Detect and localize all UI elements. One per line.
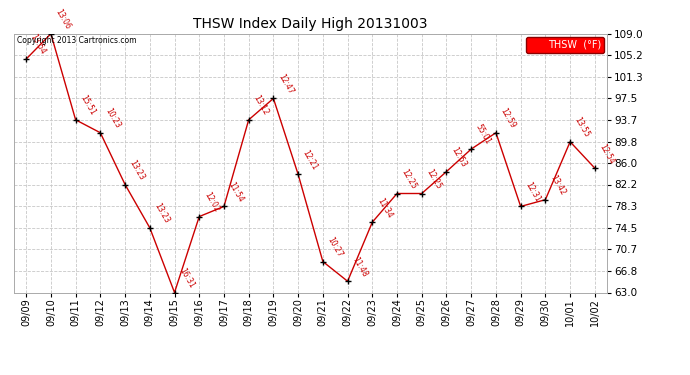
Text: 12:21: 12:21 [301,148,319,172]
Text: 15:51: 15:51 [79,94,97,117]
Legend: THSW  (°F): THSW (°F) [526,37,604,52]
Text: 11:54: 11:54 [227,180,246,204]
Text: 12:02: 12:02 [202,190,221,214]
Text: 12:54: 12:54 [598,142,616,165]
Text: 12:47: 12:47 [276,72,295,96]
Text: 12:53: 12:53 [449,146,468,169]
Text: 13:54: 13:54 [29,33,48,56]
Text: Copyright 2013 Cartronics.com: Copyright 2013 Cartronics.com [17,36,136,45]
Text: 11:48: 11:48 [351,255,369,279]
Text: 13:23: 13:23 [152,202,171,225]
Text: 16:31: 16:31 [177,266,196,290]
Text: 12:25: 12:25 [400,168,418,191]
Title: THSW Index Daily High 20131003: THSW Index Daily High 20131003 [193,17,428,31]
Text: 13:55: 13:55 [573,116,591,139]
Text: 10:23: 10:23 [103,106,121,130]
Text: 12:59: 12:59 [499,106,518,130]
Text: 12:31: 12:31 [524,180,542,204]
Text: 13:06: 13:06 [54,8,72,31]
Text: 11:34: 11:34 [375,196,394,219]
Text: 13:23: 13:23 [128,158,146,182]
Text: 13:12: 13:12 [251,94,270,117]
Text: 13:42: 13:42 [548,174,566,197]
Text: 10:27: 10:27 [326,236,344,259]
Text: 55:01: 55:01 [474,123,493,146]
Text: 12:25: 12:25 [424,168,443,191]
